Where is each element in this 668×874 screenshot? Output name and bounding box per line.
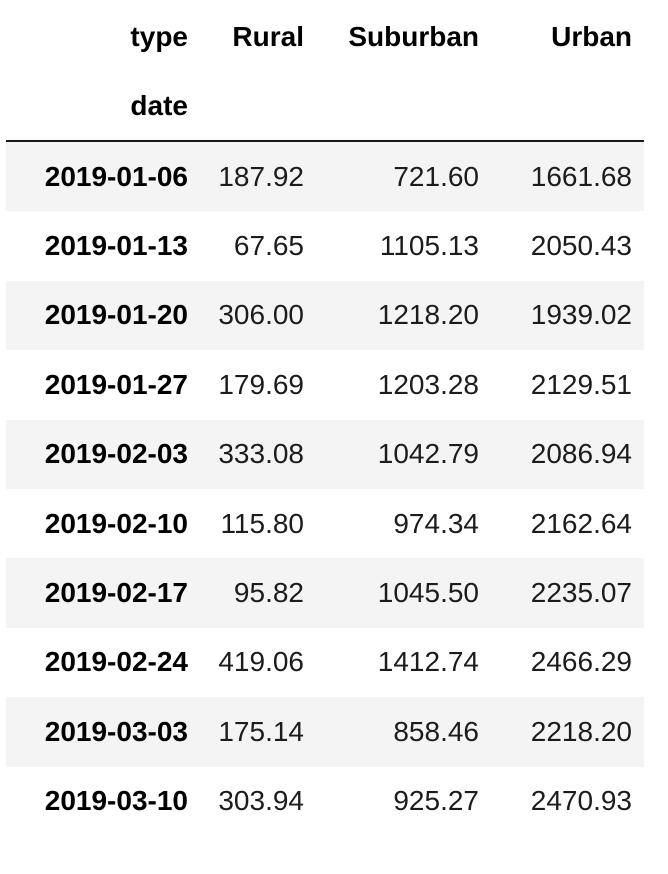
cell-rural: 187.92 [218,160,304,192]
cell-rural: 419.06 [218,646,304,678]
table-row: 2019-01-13 67.65 1105.13 2050.43 [6,211,644,281]
cell-suburban: 974.34 [393,507,479,539]
row-index-date: 2019-02-17 [44,577,188,609]
index-header-row: date [6,71,644,141]
cell-urban: 1661.68 [530,160,632,192]
cell-suburban: 1218.20 [377,299,479,331]
cell-rural: 175.14 [218,715,304,747]
table-header: type Rural Suburban Urban date [6,0,644,141]
row-index-date: 2019-01-20 [44,299,188,331]
cell-rural: 303.94 [218,785,304,817]
cell-suburban: 858.46 [393,715,479,747]
row-index-date: 2019-03-03 [44,715,188,747]
cell-urban: 2129.51 [530,368,632,400]
table-row: 2019-03-10 303.94 925.27 2470.93 [6,766,644,836]
table-row: 2019-02-17 95.82 1045.50 2235.07 [6,558,644,628]
table-row: 2019-01-20 306.00 1218.20 1939.02 [6,280,644,351]
index-header-blank [194,71,316,141]
cell-suburban: 1412.74 [377,646,479,678]
dataframe-output: type Rural Suburban Urban date 2019-01-0… [6,0,644,836]
columns-name-label: type [130,20,188,52]
table-row: 2019-02-03 333.08 1042.79 2086.94 [6,419,644,489]
cell-rural: 333.08 [218,438,304,470]
table-row: 2019-02-10 115.80 974.34 2162.64 [6,488,644,559]
row-index-date: 2019-01-06 [44,160,188,192]
row-index-date: 2019-03-10 [44,785,188,817]
cell-rural: 306.00 [218,299,304,331]
row-index-date: 2019-02-03 [44,438,188,470]
row-index-date: 2019-01-27 [44,368,188,400]
cell-suburban: 1105.13 [379,230,479,262]
row-index-date: 2019-01-13 [44,230,188,262]
index-header-blank [316,71,491,141]
cell-rural: 179.69 [218,368,304,400]
cell-urban: 2466.29 [530,646,632,678]
cell-urban: 2086.94 [530,438,632,470]
column-header-rural: Rural [232,20,304,52]
column-header-suburban: Suburban [348,20,479,52]
cell-suburban: 1045.50 [377,577,479,609]
table-body: 2019-01-06 187.92 721.60 1661.68 2019-01-13 6… [6,141,644,836]
cell-rural: 95.82 [233,577,304,609]
index-name-label: date [130,89,188,121]
cell-rural: 67.65 [233,230,304,262]
cell-urban: 1939.02 [530,299,632,331]
row-index-date: 2019-02-24 [44,646,188,678]
cell-suburban: 1203.28 [377,368,479,400]
table-row: 2019-01-27 179.69 1203.28 2129.51 [6,350,644,420]
cell-rural: 115.80 [220,507,304,539]
row-index-date: 2019-02-10 [44,507,188,539]
table-row: 2019-03-03 175.14 858.46 2218.20 [6,697,644,767]
cell-urban: 2235.07 [530,577,632,609]
cell-urban: 2162.64 [530,507,632,539]
cell-urban: 2218.20 [530,715,632,747]
column-header-urban: Urban [551,20,632,52]
table-row: 2019-02-24 419.06 1412.74 2466.29 [6,627,644,698]
cell-urban: 2470.93 [530,785,632,817]
data-table: type Rural Suburban Urban date 2019-01-0… [6,0,644,836]
cell-suburban: 1042.79 [377,438,479,470]
column-header-row: type Rural Suburban Urban [6,0,644,71]
table-row: 2019-01-06 187.92 721.60 1661.68 [6,141,644,212]
cell-suburban: 925.27 [393,785,479,817]
cell-urban: 2050.43 [530,230,632,262]
index-header-blank [491,71,644,141]
cell-suburban: 721.60 [393,160,479,192]
